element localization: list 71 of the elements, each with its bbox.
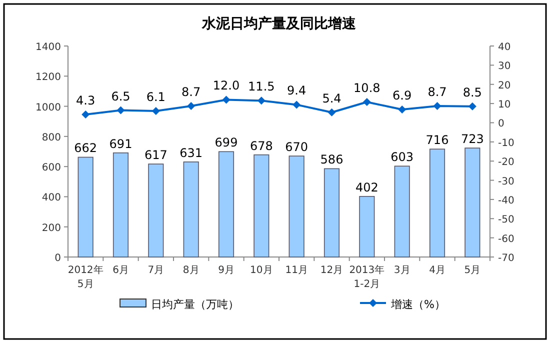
data-label: 6.1 (146, 90, 166, 104)
data-label: 9.4 (287, 84, 306, 98)
bar (429, 148, 446, 258)
y2-tick-label: -60 (498, 234, 514, 245)
y-tick-label: 1400 (36, 42, 61, 53)
y-tick-label: 800 (42, 132, 61, 144)
x-tick-label: 11月 (285, 265, 308, 276)
data-label: 402 (355, 180, 378, 194)
y2-tick-label: 40 (498, 42, 511, 53)
y-tick-label: 0 (54, 253, 61, 264)
bar (324, 168, 340, 258)
data-label: 5.4 (322, 91, 342, 106)
data-label: 631 (180, 146, 203, 160)
data-label: 8.7 (428, 85, 447, 100)
data-label: 10.8 (354, 81, 380, 96)
data-label: 662 (74, 141, 98, 156)
y2-tick-label: -10 (498, 138, 514, 149)
bar (218, 151, 234, 258)
y2-tick-label: -40 (498, 195, 514, 206)
data-label: 11.5 (248, 80, 275, 94)
y2-tick-label: -50 (498, 214, 514, 226)
x-tick-label: 8月 (182, 265, 200, 276)
data-label: 6.5 (111, 89, 130, 104)
bar (78, 156, 94, 258)
bar (464, 148, 480, 258)
x-tick-label: 6月 (112, 265, 129, 276)
data-label: 691 (109, 136, 132, 151)
y2-tick-label: -30 (498, 176, 514, 188)
data-label: 586 (320, 152, 344, 167)
data-label: 699 (214, 136, 238, 150)
data-label: 716 (426, 133, 449, 148)
bar (394, 166, 410, 258)
x-tick-label: 3月 (394, 265, 410, 276)
y2-tick-label: 20 (498, 80, 511, 92)
y2-tick-label: 30 (498, 61, 511, 72)
y-tick-label: 1000 (36, 102, 61, 114)
x-tick-label: 10月 (250, 265, 273, 276)
data-label: 723 (460, 132, 484, 146)
data-label: 4.3 (76, 93, 96, 108)
bar (112, 152, 129, 258)
data-label: 678 (250, 138, 273, 153)
y-tick-label: 600 (42, 162, 61, 174)
x-tick-label: 12月 (320, 265, 344, 276)
data-label: 12.0 (212, 78, 240, 93)
y-tick-label: 200 (42, 222, 61, 234)
legend-label: 增速（%） (390, 298, 446, 311)
chart-title: 水泥日均产量及同比增速 (201, 15, 357, 32)
y-tick-label: 1200 (36, 72, 61, 84)
legend-label: 日均产量（万吨） (151, 298, 239, 311)
data-label: 603 (390, 150, 414, 164)
data-label: 8.5 (462, 85, 482, 100)
x-tick-label: 2012年 5月 (68, 264, 104, 290)
y2-tick-label: 10 (498, 100, 511, 111)
x-tick-label: 5月 (464, 265, 481, 276)
bar (148, 164, 164, 258)
x-tick-label: 2013年 1-2月 (349, 264, 385, 290)
x-tick-label: 7月 (148, 265, 164, 276)
x-tick-label: 9月 (218, 265, 234, 276)
bar (288, 156, 304, 258)
y2-tick-label: -70 (498, 253, 514, 264)
bar (254, 154, 270, 258)
bar (183, 162, 199, 258)
data-label: 617 (144, 148, 168, 162)
bar (359, 196, 375, 258)
data-label: 6.9 (392, 88, 412, 102)
y2-tick-label: -20 (498, 157, 514, 168)
data-label: 8.7 (182, 85, 201, 100)
y2-tick-label: 0 (498, 118, 504, 130)
x-tick-label: 4月 (429, 265, 446, 276)
data-label: 670 (285, 140, 308, 154)
y-tick-label: 400 (42, 192, 61, 204)
